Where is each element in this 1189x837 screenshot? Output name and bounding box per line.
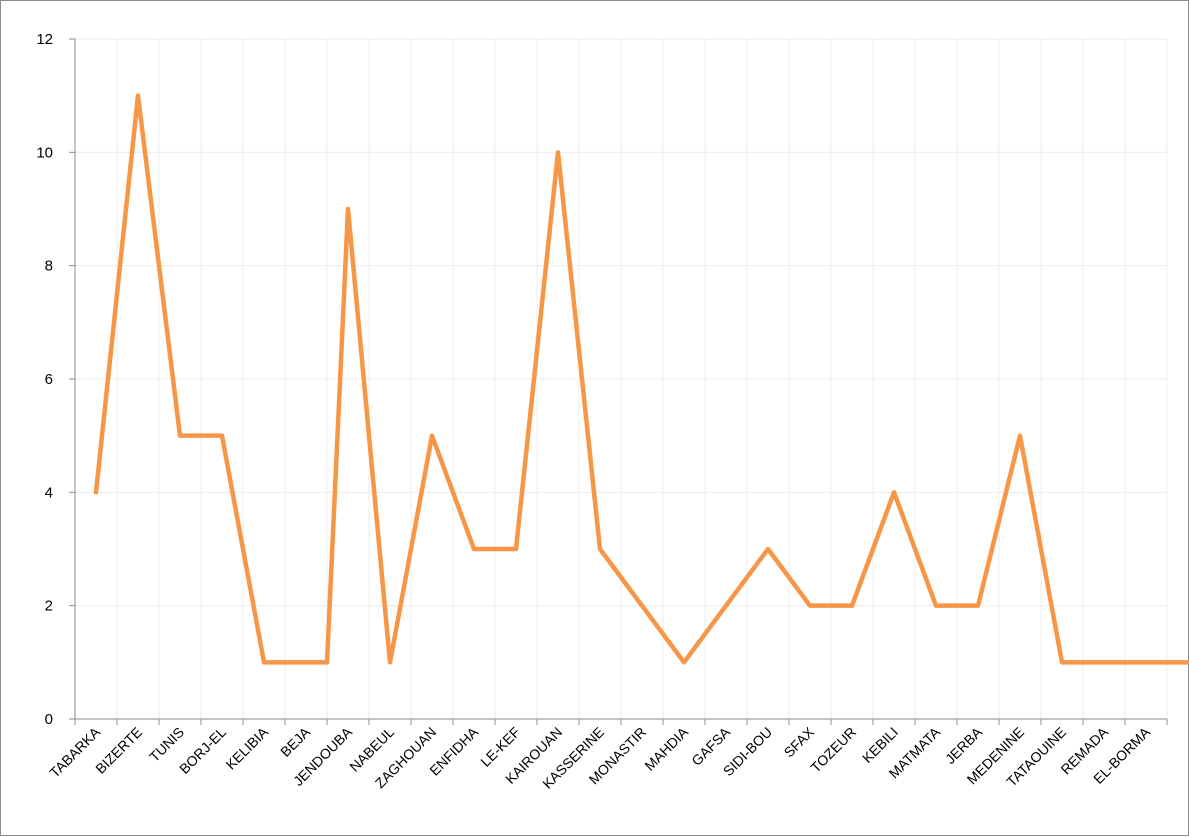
y-tick-label: 0 — [45, 711, 53, 728]
x-tick-label-sfax: SFAX — [780, 723, 817, 760]
y-tick-label: 4 — [45, 484, 53, 501]
y-tick-label: 8 — [45, 258, 53, 275]
series-line — [93, 93, 1189, 665]
x-tick-label-tabarka: TABARKA — [46, 723, 103, 780]
x-tick-label-tozeur: TOZEUR — [807, 724, 859, 776]
y-tick-label: 12 — [36, 31, 53, 48]
y-tick-label: 2 — [45, 598, 53, 615]
x-tick-label-beja: BEJA — [277, 723, 314, 760]
x-tick-label-bizerte: BIZERTE — [92, 724, 145, 777]
y-tick-label: 6 — [45, 371, 53, 388]
x-tick-label-borj-el: BORJ-EL — [176, 724, 229, 777]
x-tick-label-tunis: TUNIS — [146, 724, 187, 765]
x-tick-label-mahdia: MAHDIA — [641, 723, 691, 773]
y-tick-label: 10 — [36, 144, 53, 161]
x-tick-label-kelibia: KELIBIA — [222, 723, 271, 772]
